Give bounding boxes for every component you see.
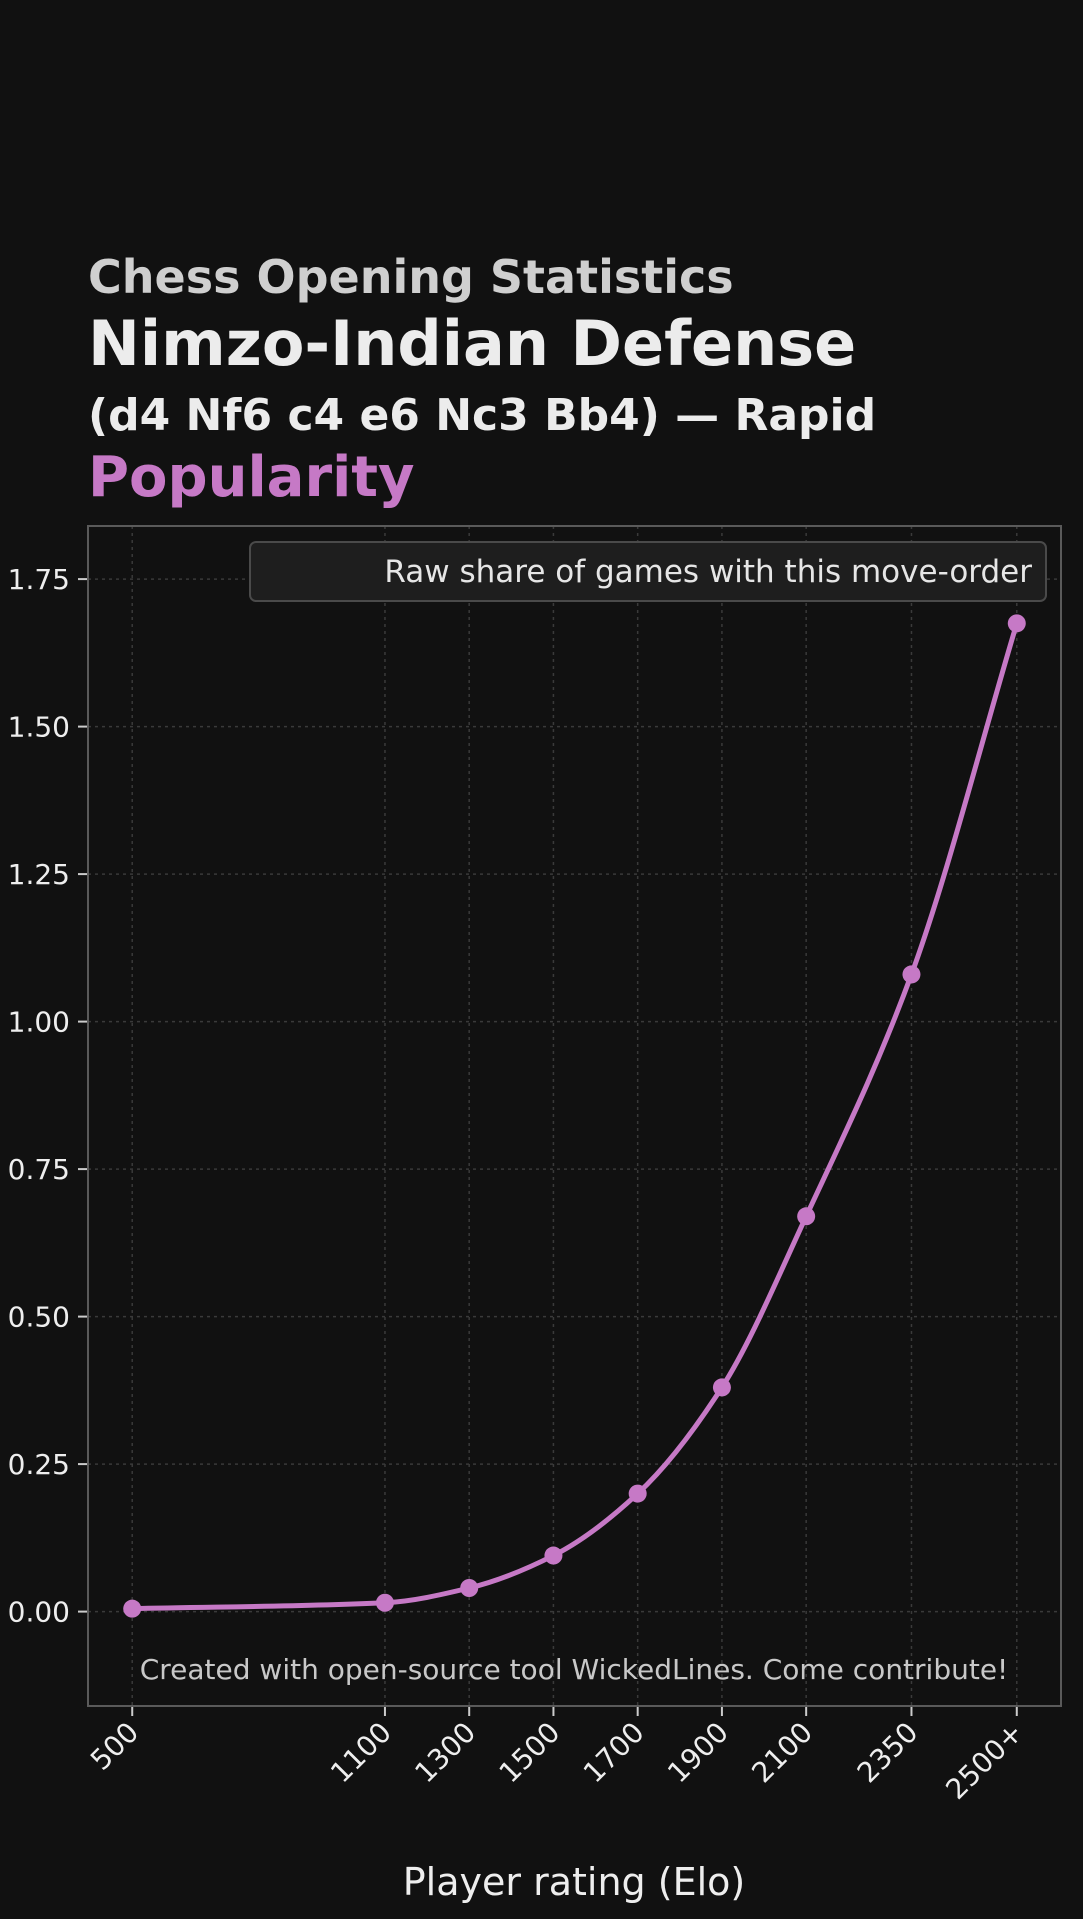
chart-title-metric: Popularity <box>88 445 415 510</box>
chart-annotation: Created with open-source tool WickedLine… <box>140 1653 1009 1686</box>
data-point <box>460 1579 479 1597</box>
data-point <box>902 965 921 984</box>
chart-title-line-1: Chess Opening Statistics <box>88 250 734 304</box>
y-tick-label: 0.75 <box>8 1153 70 1186</box>
legend-entry: Raw share of games with this move-order <box>384 554 1032 590</box>
chart-title-line-2: Nimzo-Indian Defense <box>88 307 856 380</box>
y-tick-label: 1.25 <box>8 858 70 891</box>
data-point <box>123 1599 142 1618</box>
data-point <box>1007 614 1026 633</box>
chart-title-line-3: (d4 Nf6 c4 e6 Nc3 Bb4) — Rapid <box>88 390 876 441</box>
data-point <box>375 1593 394 1612</box>
plot-frame <box>87 525 1062 1707</box>
y-tick-label: 1.50 <box>8 711 70 744</box>
legend: Raw share of games with this move-order <box>249 541 1047 602</box>
series-layer <box>123 614 1026 1618</box>
y-tick-label: 0.25 <box>8 1448 70 1481</box>
x-axis-label: Player rating (Elo) <box>403 1860 745 1904</box>
y-tick-label: 0.00 <box>8 1596 70 1629</box>
y-tick-label: 1.00 <box>8 1006 70 1039</box>
data-point <box>628 1484 647 1503</box>
y-tick-label: 0.50 <box>8 1301 70 1334</box>
y-tick-label: 1.75 <box>8 563 70 596</box>
legend-box <box>249 541 1047 602</box>
data-point <box>544 1546 563 1565</box>
data-point <box>712 1378 731 1397</box>
data-point <box>797 1207 816 1226</box>
